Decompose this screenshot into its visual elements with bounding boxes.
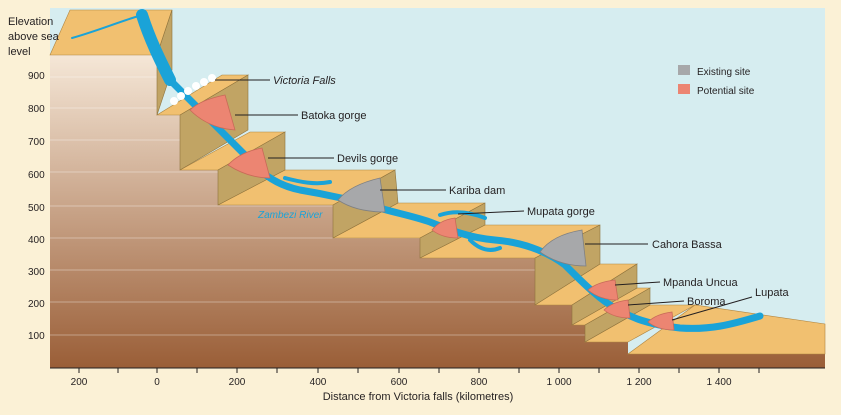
label-devils-gorge: Devils gorge <box>337 153 398 165</box>
y-tick-200: 200 <box>28 299 45 310</box>
site-labels: Victoria Falls Batoka gorge Devils gorge… <box>273 75 790 308</box>
x-tick-1400: 1 400 <box>706 377 731 388</box>
existing-site-cahora <box>539 229 587 267</box>
potential-site-devils <box>227 147 271 179</box>
y-axis-title-line-1: Elevation <box>8 16 53 28</box>
y-tick-400: 400 <box>28 235 45 246</box>
legend-existing-label: Existing site <box>697 67 751 78</box>
y-tick-600: 600 <box>28 170 45 181</box>
x-tick-1000: 1 000 <box>546 377 571 388</box>
y-axis-title-line-3: level <box>8 46 31 58</box>
y-tick-700: 700 <box>28 137 45 148</box>
x-tick-800: 800 <box>471 377 488 388</box>
x-axis-ticks <box>78 368 760 373</box>
x-axis-tick-labels: 200 0 200 400 600 800 1 000 1 200 1 400 <box>71 377 732 388</box>
y-axis-title-line-2: above sea <box>8 31 60 43</box>
potential-site-boroma <box>603 299 631 319</box>
potential-site-lupata <box>647 311 675 331</box>
legend-existing-swatch <box>678 65 690 75</box>
legend-potential-label: Potential site <box>697 86 755 97</box>
elevation-profile <box>50 55 825 368</box>
y-tick-300: 300 <box>28 267 45 278</box>
y-tick-100: 100 <box>28 331 45 342</box>
x-tick-1200: 1 200 <box>626 377 651 388</box>
y-tick-500: 500 <box>28 203 45 214</box>
y-axis-ticks: 900 800 700 600 500 400 300 200 100 <box>28 71 45 342</box>
label-mpanda-uncua: Mpanda Uncua <box>663 277 738 289</box>
label-mupata-gorge: Mupata gorge <box>527 206 595 218</box>
x-tick-0: 0 <box>154 377 160 388</box>
existing-site-kariba <box>337 177 386 213</box>
x-tick-200-left: 200 <box>71 377 88 388</box>
label-batoka-gorge: Batoka gorge <box>301 110 366 122</box>
x-tick-400: 400 <box>310 377 327 388</box>
legend-potential-swatch <box>678 84 690 94</box>
potential-site-batoka <box>189 94 236 131</box>
elevation-bands <box>50 76 585 336</box>
label-victoria-falls: Victoria Falls <box>273 75 336 87</box>
legend: Existing site Potential site <box>678 65 755 97</box>
label-cahora-bassa: Cahora Bassa <box>652 239 723 251</box>
label-boroma: Boroma <box>687 296 726 308</box>
y-tick-800: 800 <box>28 104 45 115</box>
label-lupata: Lupata <box>755 287 790 299</box>
potential-site-mpanda <box>587 279 619 301</box>
x-tick-600: 600 <box>391 377 408 388</box>
x-tick-200: 200 <box>229 377 246 388</box>
river-label: Zambezi River <box>257 210 323 221</box>
x-axis-title: Distance from Victoria falls (kilometres… <box>323 391 514 403</box>
leader-lines <box>215 79 753 321</box>
label-kariba-dam: Kariba dam <box>449 185 505 197</box>
victoria-falls-spray <box>170 74 216 105</box>
potential-site-mupata <box>431 217 459 239</box>
y-tick-900: 900 <box>28 71 45 82</box>
